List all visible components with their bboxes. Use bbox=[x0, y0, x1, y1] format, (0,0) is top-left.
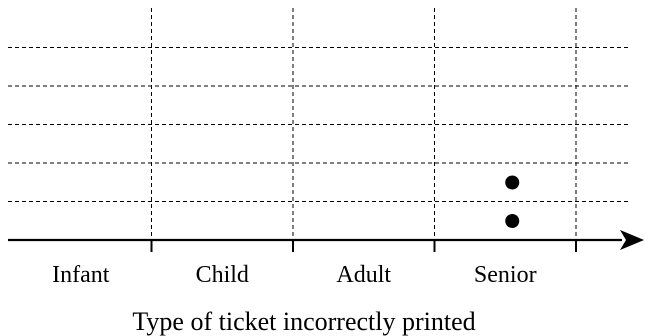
data-dots bbox=[505, 175, 520, 228]
dot-senior-1 bbox=[505, 214, 520, 228]
dot-senior-2 bbox=[505, 175, 520, 190]
x-axis-ticks bbox=[150, 240, 577, 252]
category-label-child: Child bbox=[196, 262, 249, 288]
horizontal-gridlines bbox=[8, 47, 630, 202]
x-axis-category-labels: Infant Child Adult Senior bbox=[52, 262, 536, 288]
x-axis-arrowhead bbox=[620, 230, 644, 250]
category-label-adult: Adult bbox=[336, 262, 391, 288]
x-axis-title: Type of ticket incorrectly printed bbox=[132, 307, 475, 336]
vertical-gridlines bbox=[151, 8, 577, 240]
category-label-senior: Senior bbox=[474, 262, 537, 288]
category-label-infant: Infant bbox=[52, 262, 110, 288]
